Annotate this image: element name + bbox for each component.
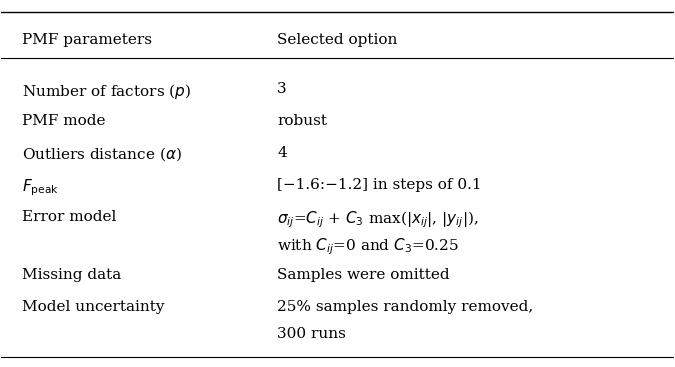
Text: [−1.6:−1.2] in steps of 0.1: [−1.6:−1.2] in steps of 0.1 [277, 178, 482, 192]
Text: 25% samples randomly removed,: 25% samples randomly removed, [277, 301, 533, 315]
Text: Missing data: Missing data [22, 268, 121, 282]
Text: 3: 3 [277, 81, 287, 95]
Text: PMF parameters: PMF parameters [22, 33, 152, 47]
Text: Samples were omitted: Samples were omitted [277, 268, 450, 282]
Text: $F_\mathrm{peak}$: $F_\mathrm{peak}$ [22, 178, 59, 198]
Text: Model uncertainty: Model uncertainty [22, 301, 164, 315]
Text: Outliers distance ($\alpha$): Outliers distance ($\alpha$) [22, 146, 182, 163]
Text: Error model: Error model [22, 210, 116, 224]
Text: $\sigma_{ij}$=$C_{ij}$ + $C_3$ max(|$x_{ij}$|, |$y_{ij}$|),: $\sigma_{ij}$=$C_{ij}$ + $C_3$ max(|$x_{… [277, 210, 479, 230]
Text: PMF mode: PMF mode [22, 113, 105, 128]
Text: Selected option: Selected option [277, 33, 398, 47]
Text: Number of factors ($p$): Number of factors ($p$) [22, 81, 191, 101]
Text: with $C_{ij}$=0 and $C_3$=0.25: with $C_{ij}$=0 and $C_3$=0.25 [277, 236, 458, 257]
Text: 300 runs: 300 runs [277, 327, 346, 341]
Text: 4: 4 [277, 146, 287, 160]
Text: robust: robust [277, 113, 327, 128]
